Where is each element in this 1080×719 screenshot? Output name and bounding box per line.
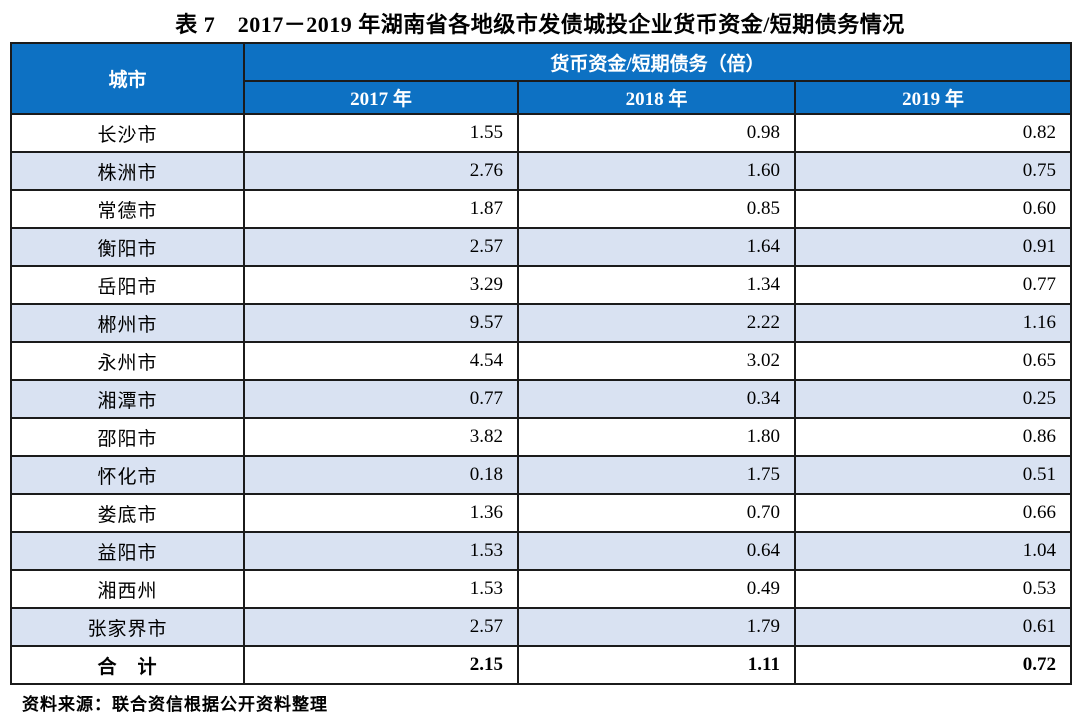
city-cell: 长沙市 [10, 113, 245, 153]
table-row: 常德市 1.87 0.85 0.60 [10, 189, 1072, 229]
total-value-cell: 0.72 [794, 645, 1072, 685]
header-year-2019: 2019 年 [794, 80, 1072, 115]
table-row: 益阳市 1.53 0.64 1.04 [10, 531, 1072, 571]
value-cell: 2.57 [243, 227, 519, 267]
table-row: 湘西州 1.53 0.49 0.53 [10, 569, 1072, 609]
value-cell: 0.66 [794, 493, 1072, 533]
value-cell: 3.02 [517, 341, 796, 381]
value-cell: 0.60 [794, 189, 1072, 229]
total-label-cell: 合 计 [10, 645, 245, 685]
city-cell: 永州市 [10, 341, 245, 381]
value-cell: 0.34 [517, 379, 796, 419]
table-row: 长沙市 1.55 0.98 0.82 [10, 113, 1072, 153]
table-row: 湘潭市 0.77 0.34 0.25 [10, 379, 1072, 419]
value-cell: 1.36 [243, 493, 519, 533]
value-cell: 0.86 [794, 417, 1072, 457]
city-cell: 常德市 [10, 189, 245, 229]
value-cell: 0.75 [794, 151, 1072, 191]
table-row: 岳阳市 3.29 1.34 0.77 [10, 265, 1072, 305]
table-row: 株洲市 2.76 1.60 0.75 [10, 151, 1072, 191]
table-row: 衡阳市 2.57 1.64 0.91 [10, 227, 1072, 267]
value-cell: 3.29 [243, 265, 519, 305]
value-cell: 1.04 [794, 531, 1072, 571]
header-group: 货币资金/短期债务（倍） [243, 42, 1072, 82]
value-cell: 0.98 [517, 113, 796, 153]
value-cell: 1.80 [517, 417, 796, 457]
city-cell: 湘西州 [10, 569, 245, 609]
city-cell: 株洲市 [10, 151, 245, 191]
value-cell: 0.91 [794, 227, 1072, 267]
table-header: 城市 货币资金/短期债务（倍） 2017 年 2018 年 2019 年 [10, 42, 1072, 115]
value-cell: 0.85 [517, 189, 796, 229]
city-cell: 郴州市 [10, 303, 245, 343]
total-value-cell: 1.11 [517, 645, 796, 685]
value-cell: 1.53 [243, 531, 519, 571]
value-cell: 1.75 [517, 455, 796, 495]
city-cell: 娄底市 [10, 493, 245, 533]
value-cell: 1.79 [517, 607, 796, 647]
header-year-2018: 2018 年 [517, 80, 796, 115]
value-cell: 1.53 [243, 569, 519, 609]
value-cell: 9.57 [243, 303, 519, 343]
value-cell: 4.54 [243, 341, 519, 381]
value-cell: 0.18 [243, 455, 519, 495]
value-cell: 1.60 [517, 151, 796, 191]
value-cell: 2.22 [517, 303, 796, 343]
table-row: 张家界市 2.57 1.79 0.61 [10, 607, 1072, 647]
value-cell: 0.77 [794, 265, 1072, 305]
value-cell: 0.65 [794, 341, 1072, 381]
source-note: 资料来源：联合资信根据公开资料整理 [22, 695, 328, 714]
value-cell: 1.87 [243, 189, 519, 229]
value-cell: 2.57 [243, 607, 519, 647]
table-row: 怀化市 0.18 1.75 0.51 [10, 455, 1072, 495]
city-cell: 邵阳市 [10, 417, 245, 457]
city-cell: 岳阳市 [10, 265, 245, 305]
city-cell: 益阳市 [10, 531, 245, 571]
value-cell: 0.70 [517, 493, 796, 533]
city-debt-table: 城市 货币资金/短期债务（倍） 2017 年 2018 年 2019 年 长沙市… [10, 42, 1072, 685]
total-row: 合 计 2.15 1.11 0.72 [10, 645, 1072, 685]
table-row: 娄底市 1.36 0.70 0.66 [10, 493, 1072, 533]
value-cell: 1.34 [517, 265, 796, 305]
value-cell: 0.61 [794, 607, 1072, 647]
total-value-cell: 2.15 [243, 645, 519, 685]
city-cell: 怀化市 [10, 455, 245, 495]
value-cell: 3.82 [243, 417, 519, 457]
city-cell: 张家界市 [10, 607, 245, 647]
value-cell: 0.82 [794, 113, 1072, 153]
table-row: 邵阳市 3.82 1.80 0.86 [10, 417, 1072, 457]
header-year-2017: 2017 年 [243, 80, 519, 115]
city-cell: 衡阳市 [10, 227, 245, 267]
header-city: 城市 [10, 42, 245, 115]
table-body: 长沙市 1.55 0.98 0.82 株洲市 2.76 1.60 0.75 常德… [10, 113, 1072, 685]
value-cell: 0.49 [517, 569, 796, 609]
value-cell: 0.53 [794, 569, 1072, 609]
page-title: 表 7 2017－2019 年湖南省各地级市发债城投企业货币资金/短期债务情况 [175, 12, 905, 37]
value-cell: 1.55 [243, 113, 519, 153]
city-cell: 湘潭市 [10, 379, 245, 419]
value-cell: 0.64 [517, 531, 796, 571]
value-cell: 0.25 [794, 379, 1072, 419]
table-row: 永州市 4.54 3.02 0.65 [10, 341, 1072, 381]
value-cell: 1.64 [517, 227, 796, 267]
value-cell: 0.77 [243, 379, 519, 419]
table-row: 郴州市 9.57 2.22 1.16 [10, 303, 1072, 343]
value-cell: 2.76 [243, 151, 519, 191]
value-cell: 1.16 [794, 303, 1072, 343]
value-cell: 0.51 [794, 455, 1072, 495]
